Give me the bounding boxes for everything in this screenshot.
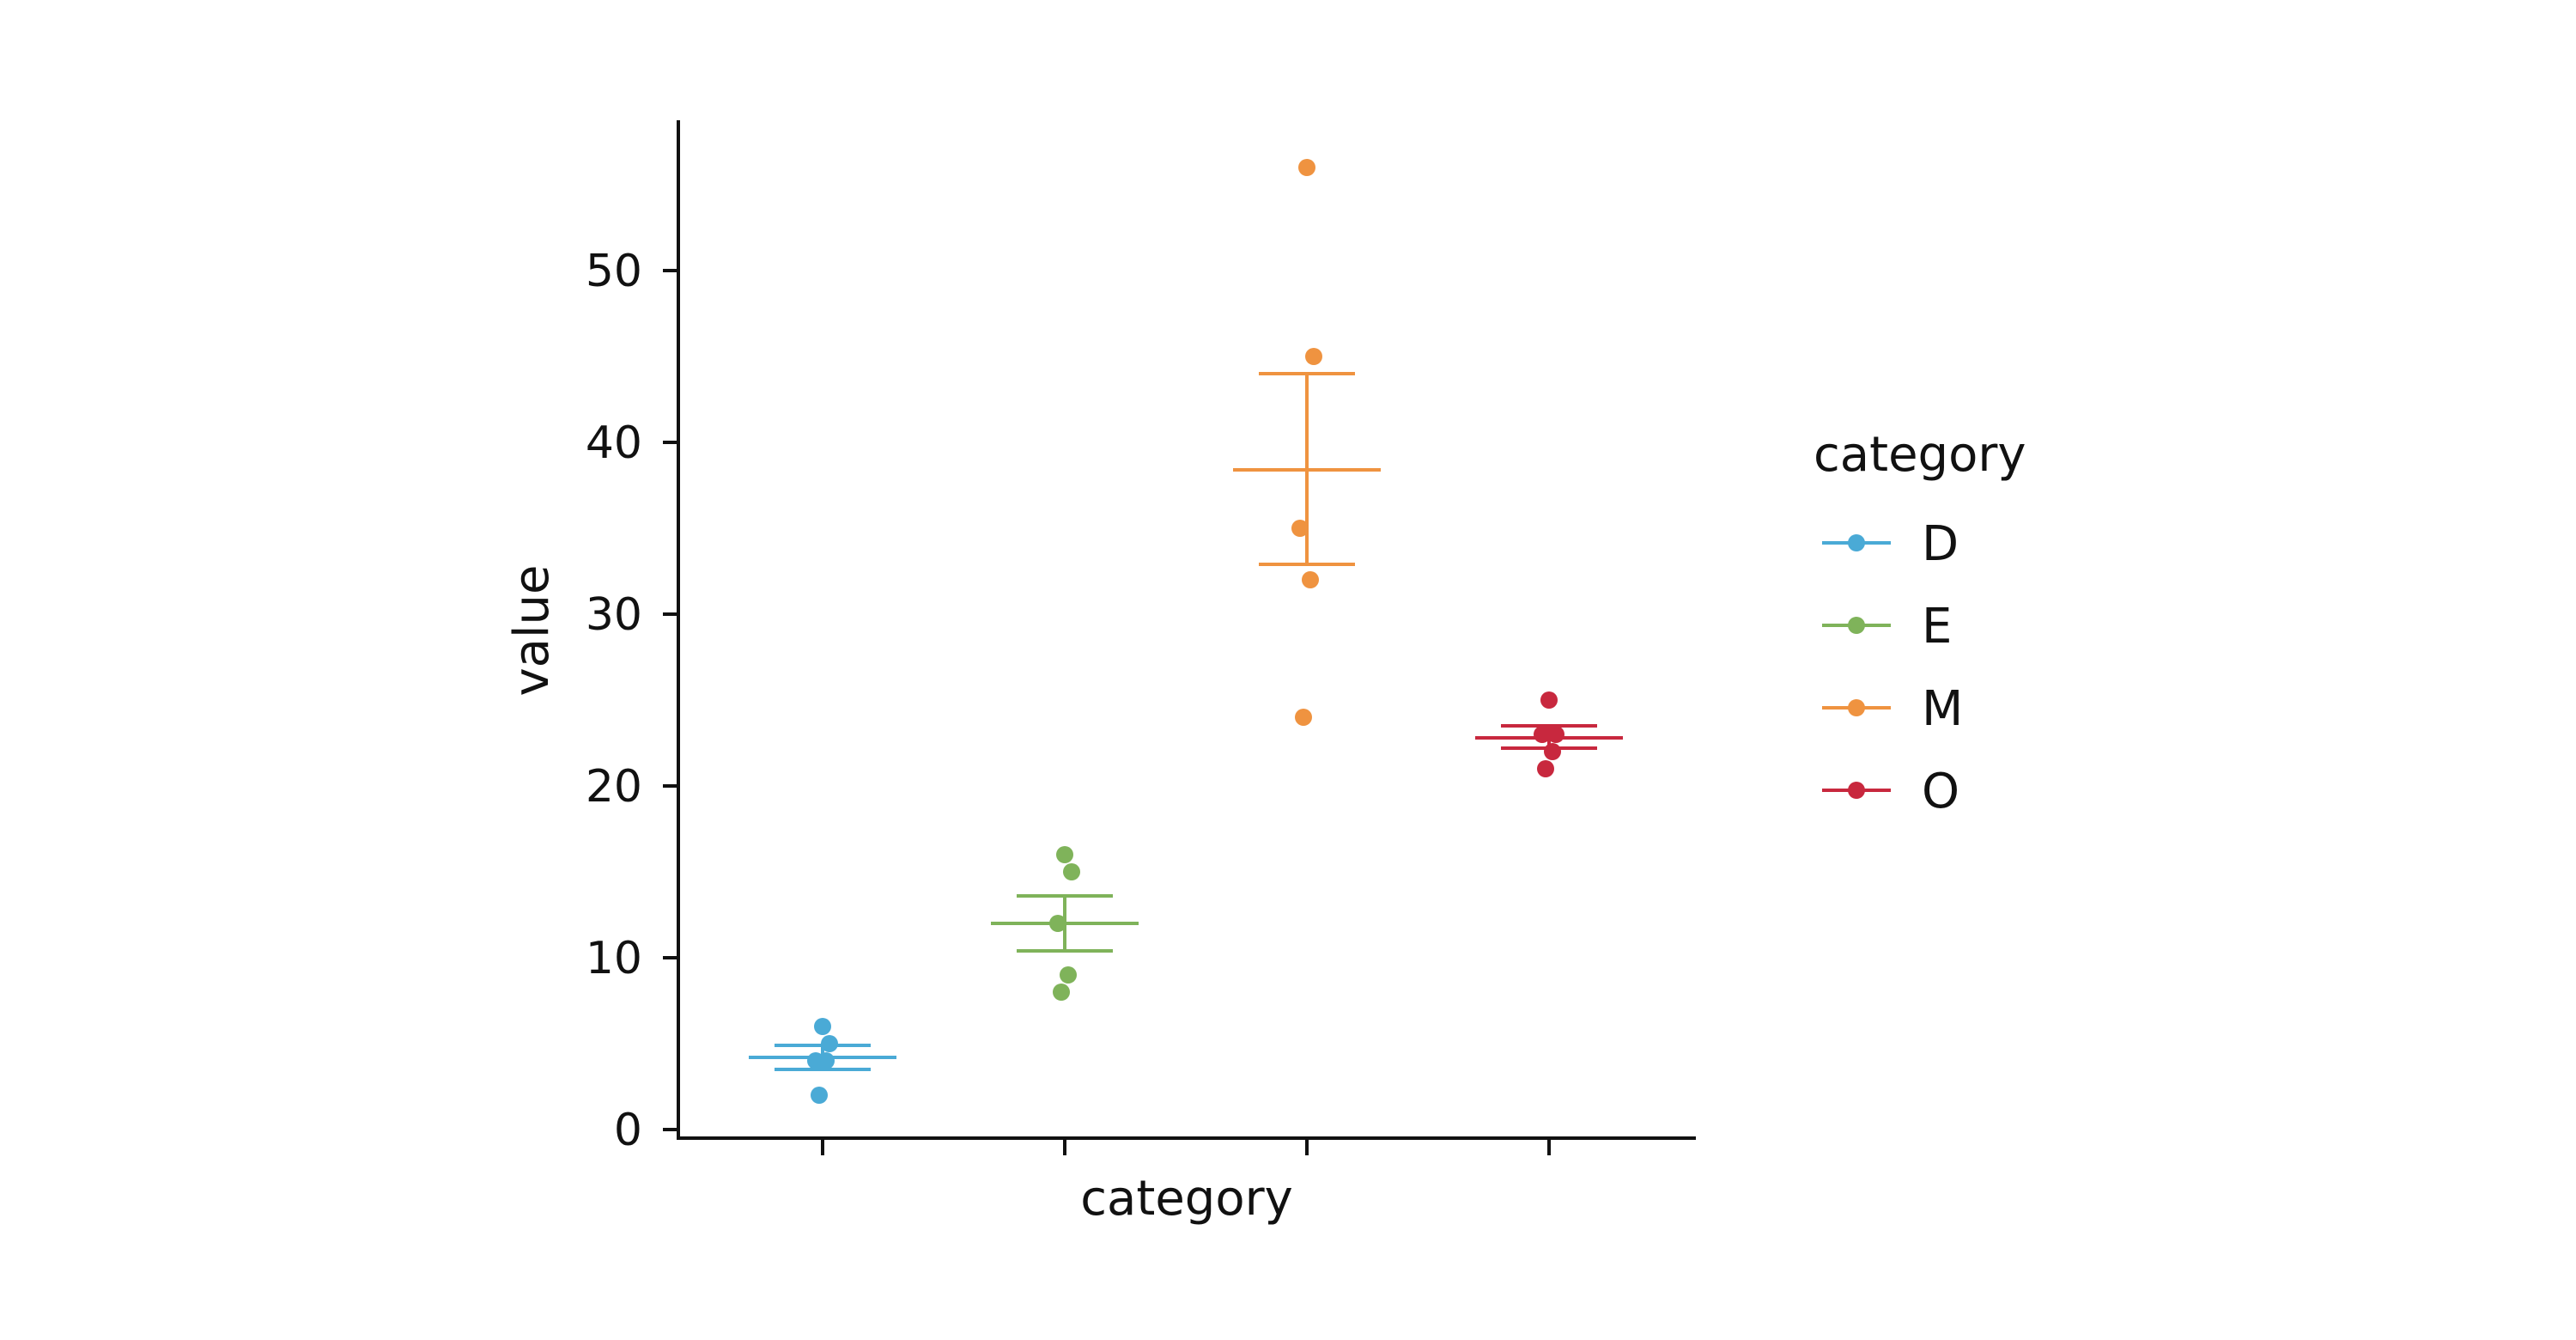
- data-point: [821, 1035, 838, 1052]
- series-M: [1233, 159, 1381, 726]
- legend-label: O: [1922, 764, 1959, 819]
- data-point: [1063, 863, 1080, 880]
- data-point: [1302, 571, 1319, 588]
- legend-label: E: [1922, 599, 1952, 655]
- y-axis-title: value: [504, 565, 560, 697]
- legend-label: D: [1922, 516, 1959, 572]
- legend-title: category: [1814, 427, 2026, 483]
- y-tick-label: 10: [586, 933, 642, 984]
- legend-marker: [1848, 699, 1865, 716]
- data-point: [811, 1087, 828, 1104]
- data-point: [1544, 743, 1561, 760]
- data-point: [1291, 520, 1309, 537]
- data-point: [814, 1018, 831, 1035]
- data-point: [1547, 726, 1564, 743]
- data-point: [1298, 159, 1315, 176]
- series-O: [1475, 691, 1623, 777]
- data-point: [1295, 709, 1312, 726]
- data-point: [1049, 915, 1066, 932]
- y-tick-label: 40: [586, 417, 642, 469]
- axes: 0 10 20 30 40 50: [586, 120, 1696, 1156]
- data-point: [1537, 760, 1554, 777]
- data-point: [1540, 691, 1558, 709]
- chart-marks: [749, 159, 1623, 1104]
- data-point: [1305, 348, 1322, 365]
- y-tick-label: 20: [586, 761, 642, 813]
- data-point: [817, 1052, 835, 1069]
- data-point: [1053, 984, 1070, 1001]
- y-tick-label: 50: [586, 246, 642, 297]
- data-point: [1060, 966, 1077, 984]
- legend-marker: [1848, 782, 1865, 799]
- x-axis-title: category: [1080, 1171, 1293, 1227]
- series-E: [991, 846, 1139, 1001]
- data-point: [1056, 846, 1073, 863]
- y-tick-label: 0: [614, 1105, 642, 1156]
- legend-marker: [1848, 534, 1865, 551]
- legend-marker: [1848, 617, 1865, 634]
- series-D: [749, 1018, 896, 1104]
- data-point: [1534, 726, 1551, 743]
- y-tick-label: 30: [586, 589, 642, 641]
- legend-label: M: [1922, 681, 1963, 737]
